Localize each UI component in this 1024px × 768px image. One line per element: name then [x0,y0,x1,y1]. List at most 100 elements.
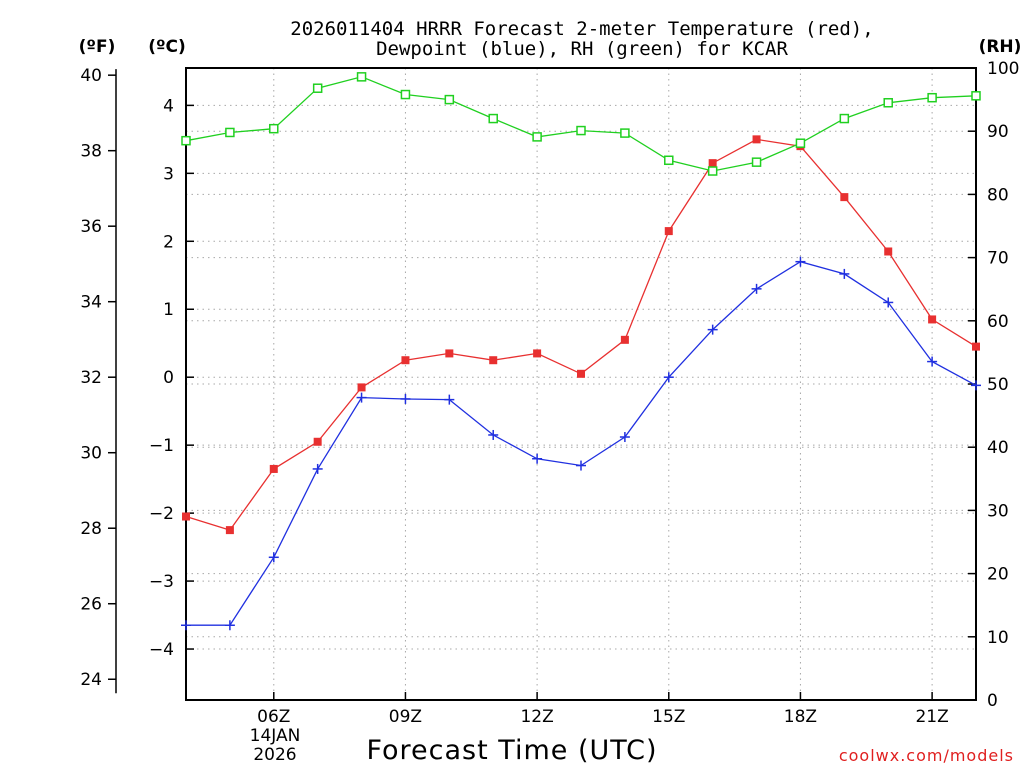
temperature-point [489,356,498,365]
rh-point [576,125,586,136]
celsius-tick-label: −2 [149,504,174,524]
fahrenheit-tick-label: 34 [80,293,102,313]
rh-point [269,123,279,134]
fahrenheit-tick-label: 30 [80,444,102,464]
x-tick-label: 18Z [784,707,817,727]
x-tick-label: 21Z [915,707,948,727]
date-label-day: 14JAN [250,726,301,746]
temperature-point [620,335,629,344]
rh-point [971,91,981,101]
dewpoint-point [576,460,586,471]
rh-point [707,166,718,176]
credit-link[interactable]: coolwx.com/models [839,746,1014,765]
temperature-point [752,135,761,144]
temperature-point [664,227,673,236]
rh-point [225,127,235,138]
temperature-point [840,193,849,202]
rh-tick-label: 30 [987,501,1009,521]
rh-point [620,128,630,138]
data-series [181,72,981,631]
rh-tick-label: 70 [987,249,1009,269]
celsius-tick-label: −1 [149,436,174,456]
dewpoint-point [971,380,981,391]
fahrenheit-tick-label: 24 [80,670,102,690]
temperature-point [445,349,454,358]
grid-lines [186,68,976,700]
dewpoint-point [488,429,499,440]
fahrenheit-tick-label: 26 [80,595,102,615]
rh-point [532,132,542,142]
celsius-tick-label: −4 [149,640,174,660]
temperature-point [577,369,585,378]
celsius-unit-label: (ºC) [148,37,186,57]
temperature-point [357,383,366,392]
rh-point [927,92,937,103]
fahrenheit-tick-label: 36 [80,217,102,237]
series-layer [181,72,981,631]
x-tick-label: 12Z [520,707,553,727]
celsius-tick-label: 1 [163,300,174,320]
dewpoint-point [619,432,630,443]
rh-point [795,138,806,148]
dewpoint-point [927,356,938,367]
rh-point [839,113,850,124]
dewpoint-point [181,620,191,631]
rh-tick-label: 0 [987,691,998,711]
rh-point [400,89,411,100]
fahrenheit-unit-label: (ºF) [79,37,116,57]
dewpoint-line [186,260,977,626]
temperature-point [225,526,234,535]
fahrenheit-tick-label: 32 [80,368,102,388]
x-tick-label: 09Z [389,707,422,727]
rh-point [664,155,674,166]
temperature-point [269,464,278,473]
dewpoint-point [224,620,235,631]
rh-line [185,76,977,172]
celsius-tick-label: −3 [149,572,174,592]
dewpoint-point [312,463,323,474]
dewpoint-point [751,283,762,294]
dewpoint-point [444,394,455,405]
date-label-year: 2026 [253,745,296,765]
rh-tick-label: 60 [987,312,1009,332]
temperature-point [182,512,190,521]
rh-unit-label: (RH) [979,37,1022,57]
rh-tick-label: 90 [987,122,1009,142]
rh-tick-label: 50 [987,375,1009,395]
dewpoint-point [795,256,806,267]
dewpoint-point [883,297,894,308]
temperature-point [708,159,717,168]
rh-point [181,135,191,146]
dewpoint-point [356,392,367,403]
rh-point [488,113,498,124]
x-tick-label: 06Z [257,707,290,727]
temperature-line [185,138,977,531]
chart-title-line2: Dewpoint (blue), RH (green) for KCAR [376,38,788,60]
rh-point [312,83,323,93]
celsius-tick-label: 3 [163,164,174,184]
rh-tick-label: 10 [987,628,1009,648]
rh-tick-label: 20 [987,565,1009,585]
rh-tick-label: 100 [987,59,1019,79]
dewpoint-point [400,393,411,404]
temperature-point [533,349,542,358]
rh-tick-label: 40 [987,438,1009,458]
rh-point [751,157,762,167]
celsius-tick-label: 0 [163,368,174,388]
rh-point [444,94,455,105]
chart-title-line1: 2026011404 HRRR Forecast 2-meter Tempera… [290,18,873,40]
dewpoint-point [663,372,674,383]
dewpoint-point [532,453,543,464]
axes [108,67,977,701]
temperature-point [972,342,980,351]
fahrenheit-tick-label: 28 [80,519,102,539]
dewpoint-point [839,268,850,279]
temperature-point [884,247,893,256]
dewpoint-point [268,552,279,563]
x-tick-label: 15Z [652,707,685,727]
temperature-point [928,315,937,324]
rh-point [356,72,367,82]
x-axis-title: Forecast Time (UTC) [366,735,657,766]
